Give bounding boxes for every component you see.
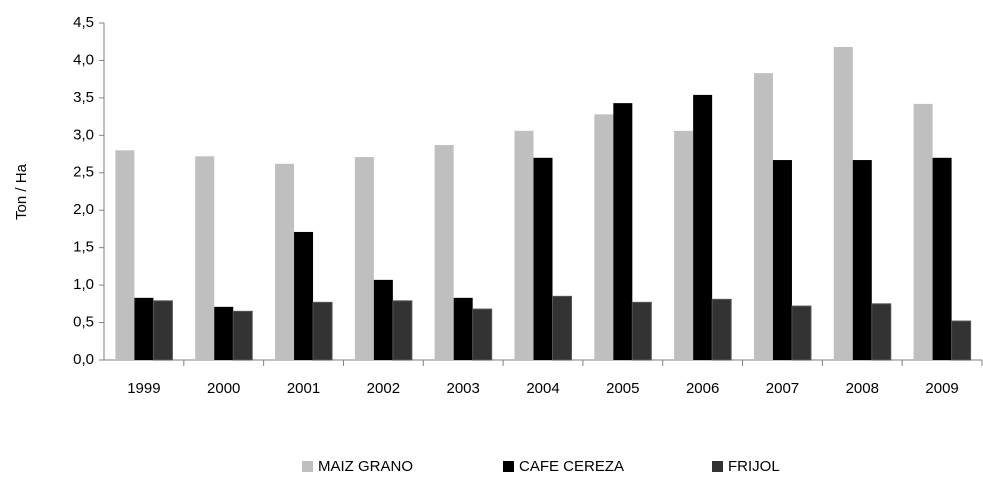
y-tick-label: 3,0 [73, 126, 94, 143]
legend-label: CAFE CEREZA [519, 458, 624, 475]
bar [214, 306, 234, 360]
bar [951, 320, 972, 361]
bar [791, 305, 812, 361]
bar [312, 301, 333, 361]
y-axis-label: Ton / Ha [13, 163, 30, 220]
bar [852, 160, 872, 360]
legend-swatch [503, 461, 514, 472]
bar [674, 130, 694, 360]
y-tick-label: 3,5 [73, 89, 94, 106]
bar [134, 297, 154, 360]
bar [932, 157, 952, 360]
bar [833, 46, 853, 360]
bar [275, 163, 295, 360]
bar [373, 279, 393, 360]
bar [354, 157, 374, 360]
bar [552, 295, 572, 361]
y-tick-label: 4,5 [73, 14, 94, 31]
y-tick-label: 0,5 [73, 314, 94, 331]
legend-label: FRIJOL [728, 458, 780, 475]
bar [753, 73, 773, 361]
bar [871, 303, 892, 361]
x-tick-label: 2002 [367, 380, 400, 397]
y-tick-label: 2,0 [73, 201, 94, 218]
bar [711, 298, 732, 361]
bar [472, 308, 493, 361]
bar [594, 114, 614, 360]
y-tick-label: 0,0 [73, 351, 94, 368]
x-tick-label: 1999 [127, 380, 160, 397]
legend-swatch [712, 461, 723, 472]
bar [115, 150, 135, 360]
bar [434, 145, 454, 360]
x-tick-label: 2007 [766, 380, 799, 397]
bar [533, 157, 553, 360]
y-tick-label: 1,5 [73, 239, 94, 256]
bar [195, 156, 215, 360]
x-tick-label: 2008 [846, 380, 879, 397]
bar [613, 103, 633, 361]
legend-label: MAIZ GRANO [318, 458, 413, 475]
x-tick-label: 2004 [526, 380, 559, 397]
bar [392, 300, 413, 361]
bar [913, 103, 933, 360]
y-tick-label: 4,0 [73, 51, 94, 68]
x-tick-label: 2003 [446, 380, 479, 397]
bar [152, 300, 173, 361]
y-tick-label: 1,0 [73, 276, 94, 293]
bar [693, 94, 713, 360]
bar [631, 301, 652, 361]
bar [453, 297, 473, 360]
bar [294, 231, 314, 360]
x-tick-label: 2005 [606, 380, 639, 397]
x-tick-label: 2001 [287, 380, 320, 397]
x-tick-label: 2006 [686, 380, 719, 397]
x-tick-label: 2000 [207, 380, 240, 397]
legend-swatch [302, 461, 313, 472]
bar [232, 310, 253, 361]
x-tick-label: 2009 [925, 380, 958, 397]
bar [514, 130, 534, 360]
bar [772, 160, 792, 360]
y-tick-label: 2,5 [73, 164, 94, 181]
